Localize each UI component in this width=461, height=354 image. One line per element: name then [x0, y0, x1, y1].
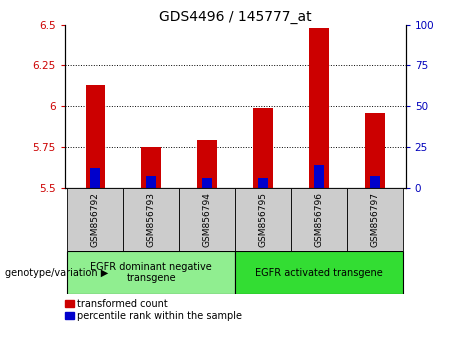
Text: GSM856796: GSM856796	[314, 192, 324, 247]
Text: GSM856795: GSM856795	[259, 192, 267, 247]
Bar	[90, 168, 100, 188]
Bar	[253, 108, 273, 188]
Text: EGFR activated transgene: EGFR activated transgene	[255, 268, 383, 278]
Bar	[85, 85, 105, 188]
Title: GDS4496 / 145777_at: GDS4496 / 145777_at	[159, 10, 312, 24]
Bar	[202, 178, 212, 188]
Bar	[235, 251, 403, 294]
Text: genotype/variation ▶: genotype/variation ▶	[5, 268, 108, 278]
Bar	[258, 178, 268, 188]
Bar	[347, 188, 403, 251]
Bar	[309, 28, 329, 188]
Bar	[291, 188, 347, 251]
Text: GSM856793: GSM856793	[147, 192, 156, 247]
Bar	[197, 141, 217, 188]
Text: EGFR dominant negative
transgene: EGFR dominant negative transgene	[90, 262, 212, 284]
Legend: transformed count, percentile rank within the sample: transformed count, percentile rank withi…	[65, 299, 242, 321]
Bar	[67, 251, 235, 294]
Text: GSM856794: GSM856794	[203, 192, 212, 247]
Bar	[146, 176, 156, 188]
Bar	[179, 188, 235, 251]
Bar	[365, 113, 385, 188]
Text: GSM856797: GSM856797	[371, 192, 379, 247]
Bar	[142, 147, 161, 188]
Bar	[314, 165, 324, 188]
Bar	[67, 188, 123, 251]
Bar	[235, 188, 291, 251]
Bar	[123, 188, 179, 251]
Bar	[370, 176, 380, 188]
Text: GSM856792: GSM856792	[91, 192, 100, 247]
